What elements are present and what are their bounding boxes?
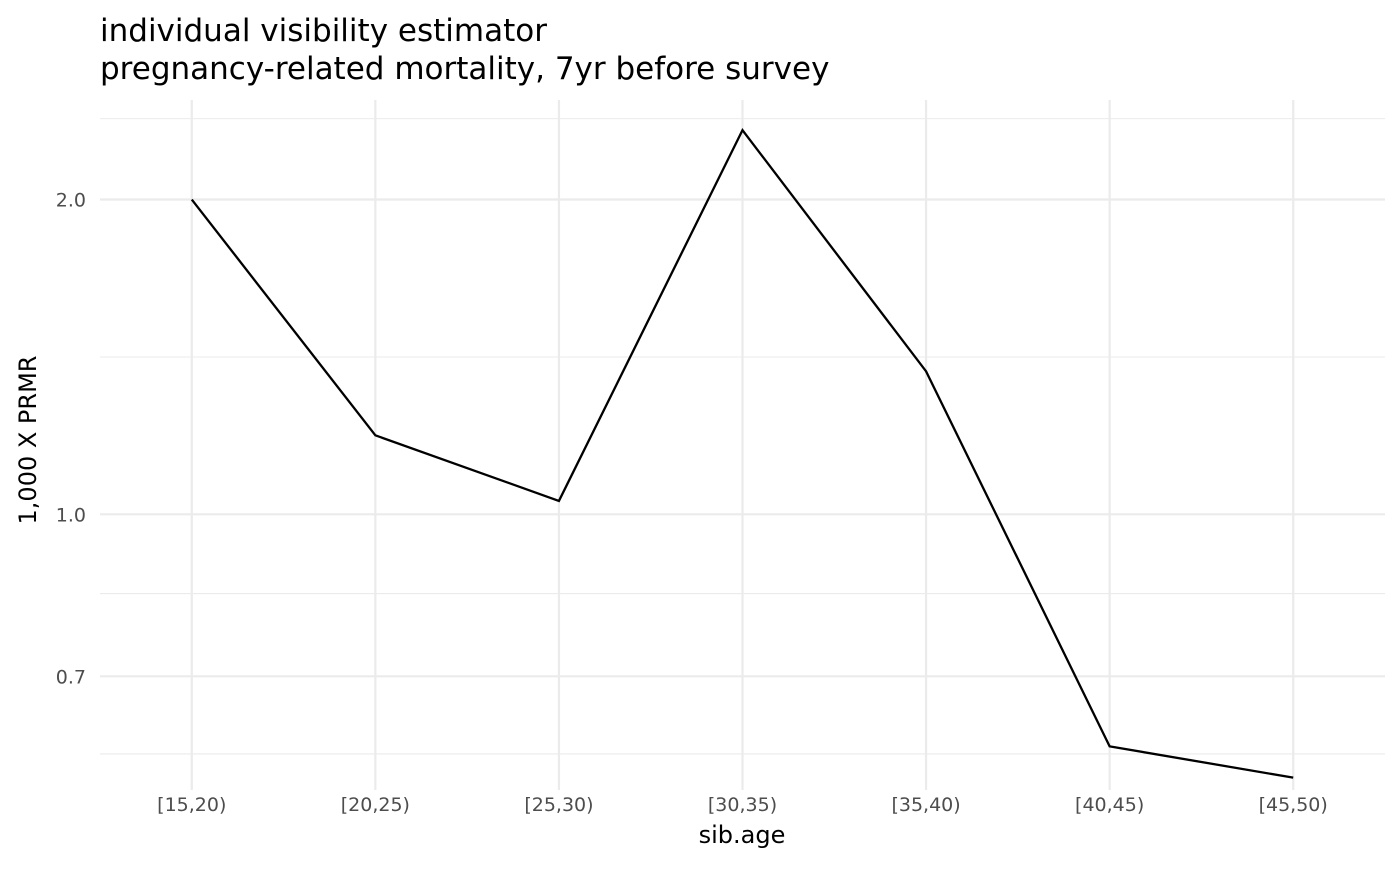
x-tick-label: [30,35) xyxy=(708,794,777,816)
x-tick-label: [45,50) xyxy=(1259,794,1328,816)
x-tick-label: [20,25) xyxy=(341,794,410,816)
x-tick-label: [15,20) xyxy=(157,794,226,816)
y-tick-label: 1.0 xyxy=(56,504,86,526)
x-tick-label: [40,45) xyxy=(1075,794,1144,816)
y-tick-label: 0.7 xyxy=(56,666,86,688)
y-axis-label: 1,000 X PRMR xyxy=(14,356,42,525)
chart-title: individual visibility estimator xyxy=(100,13,547,49)
x-axis-label: sib.age xyxy=(699,821,786,849)
x-tick-label: [35,40) xyxy=(891,794,960,816)
x-tick-label: [25,30) xyxy=(524,794,593,816)
chart-subtitle: pregnancy-related mortality, 7yr before … xyxy=(100,51,829,87)
y-tick-label: 2.0 xyxy=(56,190,86,212)
series-line xyxy=(190,127,1294,779)
